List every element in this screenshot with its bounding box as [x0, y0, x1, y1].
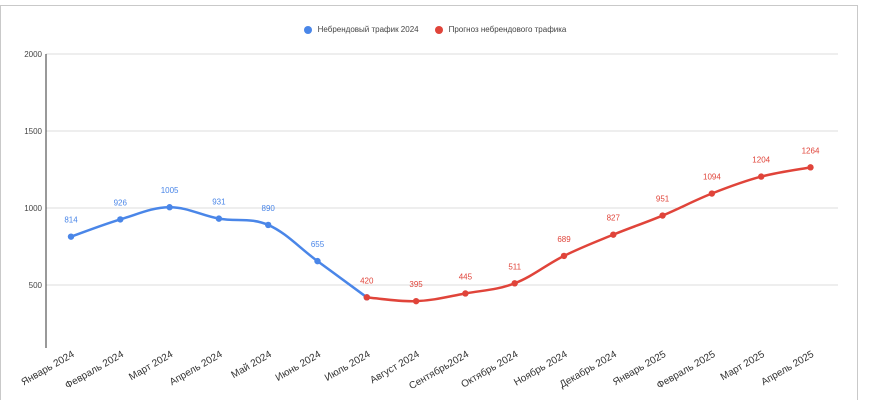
legend-item-series-1[interactable]: Небрендовый трафик 2024 — [303, 25, 419, 34]
data-point[interactable] — [363, 294, 370, 301]
data-label: 395 — [409, 280, 423, 289]
data-label: 814 — [64, 216, 78, 225]
y-tick-label: 1000 — [24, 204, 42, 213]
data-point[interactable] — [610, 231, 617, 238]
x-tick-label: Июль 2024 — [323, 349, 373, 384]
y-tick-label: 1500 — [24, 127, 42, 136]
legend-item-series-2[interactable]: Прогноз небрендового трафика — [434, 25, 567, 34]
data-point[interactable] — [412, 297, 420, 305]
data-label: 951 — [656, 195, 670, 204]
data-point[interactable] — [265, 221, 272, 229]
y-tick-label: 500 — [29, 281, 43, 290]
data-point[interactable] — [807, 164, 814, 171]
data-point[interactable] — [560, 252, 568, 260]
data-label: 689 — [557, 235, 571, 244]
data-point[interactable] — [117, 216, 124, 223]
data-point[interactable] — [758, 173, 765, 180]
data-label: 931 — [212, 198, 226, 207]
x-tick-label: Май 2024 — [230, 349, 275, 381]
y-tick-label: 2000 — [24, 50, 42, 59]
legend-label-series-2: Прогноз небрендового трафика — [448, 25, 567, 34]
data-label: 445 — [459, 272, 473, 281]
data-point[interactable] — [708, 190, 716, 197]
data-point[interactable] — [659, 212, 666, 219]
data-label: 655 — [311, 240, 325, 249]
data-point[interactable] — [314, 257, 321, 265]
data-label: 1204 — [752, 156, 770, 165]
legend: Небрендовый трафик 2024 Прогноз небрендо… — [0, 25, 870, 34]
legend-marker-series-2 — [434, 25, 443, 34]
data-label: 1264 — [802, 146, 820, 155]
x-tick-label: Июнь 2024 — [274, 349, 324, 384]
data-label: 890 — [262, 204, 276, 213]
series-line-2 — [365, 166, 812, 303]
data-label: 827 — [607, 214, 621, 223]
data-point[interactable] — [462, 290, 469, 297]
x-tick-label: Апрель 2025 — [759, 349, 816, 388]
legend-label-series-1: Небрендовый трафик 2024 — [317, 25, 419, 34]
chart-frame — [0, 5, 858, 400]
data-point[interactable] — [166, 204, 173, 211]
legend-marker-series-1 — [303, 25, 312, 34]
data-point[interactable] — [67, 233, 75, 240]
data-point[interactable] — [511, 280, 518, 287]
data-label: 926 — [114, 198, 128, 207]
data-label: 1094 — [703, 173, 721, 182]
data-point[interactable] — [215, 215, 223, 222]
x-tick-label: Апрель 2024 — [168, 349, 225, 388]
data-label: 511 — [508, 262, 521, 271]
data-label: 1005 — [161, 186, 179, 195]
data-label: 420 — [360, 276, 374, 285]
